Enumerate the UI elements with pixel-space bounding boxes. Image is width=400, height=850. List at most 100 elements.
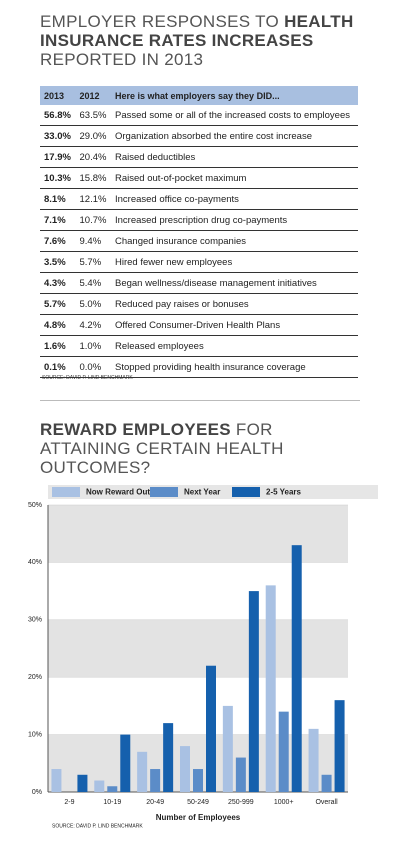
table-cell: 5.7% bbox=[75, 251, 111, 273]
bar bbox=[77, 774, 88, 792]
bar bbox=[321, 774, 332, 792]
x-tick-label: 20-49 bbox=[146, 799, 164, 806]
bar bbox=[265, 585, 276, 792]
legend-label: Next Year bbox=[184, 488, 220, 497]
table-cell: 5.4% bbox=[75, 272, 111, 294]
table-cell: 33.0% bbox=[40, 125, 76, 147]
bar bbox=[163, 723, 174, 792]
bar bbox=[248, 591, 259, 792]
bar bbox=[308, 728, 319, 792]
table-source: SOURCE: DAVID P. LIND BENCHMARK bbox=[42, 375, 133, 381]
title-emphasis: HEALTH INSURANCE RATES INCREASES bbox=[40, 12, 354, 50]
table-cell: 3.5% bbox=[40, 251, 76, 273]
table-cell: 63.5% bbox=[75, 105, 111, 126]
bar bbox=[107, 786, 118, 792]
bar bbox=[150, 769, 161, 792]
table-cell: 8.1% bbox=[40, 188, 76, 210]
table-cell: 5.7% bbox=[40, 293, 76, 315]
table-cell: 9.4% bbox=[75, 230, 111, 252]
x-tick-label: 2-9 bbox=[64, 799, 74, 806]
header-cell: Here is what employers say they DID... bbox=[111, 86, 358, 105]
table-row: 7.1% 10.7% Increased prescription drug co-… bbox=[40, 209, 358, 231]
bar bbox=[334, 700, 345, 792]
y-tick-label: 20% bbox=[28, 674, 42, 681]
table-cell: 1.0% bbox=[75, 335, 111, 357]
table-row: 5.7% 5.0% Reduced pay raises or bonuses bbox=[40, 293, 358, 315]
table-row: 3.5% 5.7% Hired fewer new employees bbox=[40, 251, 358, 273]
x-tick-label: 1000+ bbox=[274, 799, 294, 806]
bar bbox=[180, 746, 190, 792]
table-cell: 20.4% bbox=[75, 146, 111, 168]
table-cell: 4.8% bbox=[40, 314, 76, 336]
x-tick-label: Overall bbox=[315, 799, 338, 806]
grid-band bbox=[48, 505, 348, 563]
table-row: 4.3% 5.4% Began wellness/disease managemen… bbox=[40, 272, 358, 294]
bar bbox=[120, 734, 131, 792]
table-cell: Raised out-of-pocket maximum bbox=[111, 167, 358, 189]
title-lead: EMPLOYER RESPONSES TO bbox=[40, 12, 280, 31]
table-cell: Increased prescription drug co-payments bbox=[111, 209, 358, 231]
table-cell: Raised deductibles bbox=[111, 146, 358, 168]
bar bbox=[51, 769, 62, 792]
bar bbox=[278, 711, 289, 792]
legend-swatch bbox=[52, 487, 80, 497]
table-row: 1.6% 1.0% Released employees bbox=[40, 335, 358, 357]
table-cell: 0.1% bbox=[40, 356, 76, 378]
table-cell: Hired fewer new employees bbox=[111, 251, 358, 273]
table-row: 10.3% 15.8% Raised out-of-pocket maximum bbox=[40, 167, 358, 189]
bar bbox=[94, 780, 105, 792]
table-row: 4.8% 4.2% Offered Consumer-Driven Health P… bbox=[40, 314, 358, 336]
legend-swatch bbox=[150, 487, 178, 497]
table-cell: 0.0% bbox=[75, 356, 111, 378]
y-tick-label: 30% bbox=[28, 617, 42, 624]
bar bbox=[206, 665, 216, 792]
title-emphasis: REWARD EMPLOYEES bbox=[40, 420, 231, 439]
table: 2013 2012 Here is what employers say they … bbox=[40, 86, 358, 378]
legend-swatch bbox=[232, 487, 260, 497]
bar bbox=[291, 545, 302, 792]
bar bbox=[137, 751, 148, 792]
header-cell: 2013 bbox=[40, 86, 76, 105]
table-cell: 17.9% bbox=[40, 146, 76, 168]
x-tick-label: 10-19 bbox=[103, 799, 121, 806]
bar bbox=[222, 705, 233, 792]
table-cell: 4.2% bbox=[75, 314, 111, 336]
x-tick-label: 250-999 bbox=[228, 799, 254, 806]
table-cell: Released employees bbox=[111, 335, 358, 357]
table-cell: 7.1% bbox=[40, 209, 76, 231]
table-cell: 1.6% bbox=[40, 335, 76, 357]
y-tick-label: 10% bbox=[28, 731, 42, 738]
legend-background bbox=[48, 485, 378, 499]
bar bbox=[193, 769, 203, 792]
table-row: 17.9% 20.4% Raised deductibles bbox=[40, 146, 358, 168]
title-tail: REPORTED IN 2013 bbox=[40, 50, 204, 69]
table-header: 2013 2012 Here is what employers say they … bbox=[40, 86, 358, 105]
table-cell: Changed insurance companies bbox=[111, 230, 358, 252]
table-cell: 10.3% bbox=[40, 167, 76, 189]
table-row: 0.1% 0.0% Stopped providing health insuran… bbox=[40, 356, 358, 378]
table-cell: Increased office co-payments bbox=[111, 188, 358, 210]
table-cell: 29.0% bbox=[75, 125, 111, 147]
legend-label: Now Reward Outcomes bbox=[86, 488, 176, 497]
header-cell: 2012 bbox=[75, 86, 111, 105]
y-tick-label: 0% bbox=[32, 789, 42, 796]
table-row: 7.6% 9.4% Changed insurance companies bbox=[40, 230, 358, 252]
table-cell: Began wellness/disease management initia… bbox=[111, 272, 358, 294]
chart-title: REWARD EMPLOYEES FOR ATTAINING CERTAIN H… bbox=[40, 420, 340, 477]
chart-source: SOURCE: DAVID P. LIND BENCHMARK bbox=[52, 823, 143, 829]
table-cell: Offered Consumer-Driven Health Plans bbox=[111, 314, 358, 336]
x-tick-label: 50-249 bbox=[187, 799, 209, 806]
table-cell: Reduced pay raises or bonuses bbox=[111, 293, 358, 315]
divider bbox=[40, 400, 360, 401]
table-cell: 12.1% bbox=[75, 188, 111, 210]
table-row: 33.0% 29.0% Organization absorbed the enti… bbox=[40, 125, 358, 147]
table-row: 8.1% 12.1% Increased office co-payments bbox=[40, 188, 358, 210]
table-cell: Stopped providing health insurance cover… bbox=[111, 356, 358, 378]
table-cell: 4.3% bbox=[40, 272, 76, 294]
table-cell: 15.8% bbox=[75, 167, 111, 189]
table-title: EMPLOYER RESPONSES TO HEALTH INSURANCE R… bbox=[40, 12, 370, 69]
x-axis-title: Number of Employees bbox=[156, 813, 241, 822]
bar bbox=[235, 757, 246, 792]
table-cell: 7.6% bbox=[40, 230, 76, 252]
